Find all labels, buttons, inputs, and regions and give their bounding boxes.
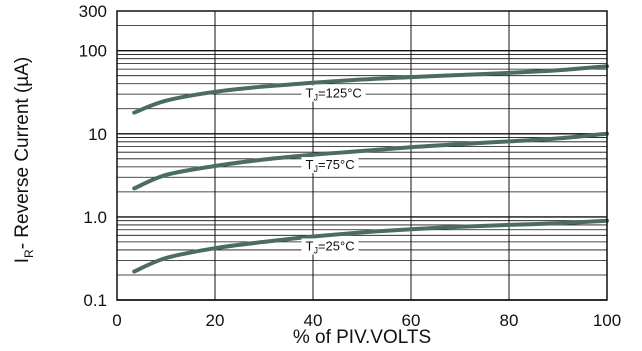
series-line	[132, 64, 609, 115]
x-tick-labels: 0 20 40 60 80 100	[112, 311, 621, 330]
plot-frame	[116, 10, 608, 301]
x-tick-label: 40	[304, 311, 323, 330]
y-axis-label-subscript: R	[22, 249, 36, 258]
y-tick-label: 300	[79, 2, 107, 21]
y-tick-label: 0.1	[83, 291, 107, 310]
y-tick-label: 1.0	[83, 208, 107, 227]
x-tick-label: 20	[206, 311, 225, 330]
x-tick-label: 80	[500, 311, 519, 330]
x-tick-label: 60	[402, 311, 421, 330]
curve-label-subscript: J	[313, 164, 318, 174]
curve-label-subscript: J	[313, 245, 318, 255]
curve-label-background	[301, 157, 359, 174]
y-axis-label-text: - Reverse Current (µA)	[12, 57, 33, 250]
y-tick-label: 100	[79, 42, 107, 61]
curve-label-symbol: T	[306, 238, 314, 253]
x-axis-label: % of PIV.VOLTS	[293, 327, 431, 348]
curve-label: TJ=75°C	[306, 157, 355, 174]
curve-label: TJ=25°C	[306, 238, 355, 255]
curve-label: TJ=125°C	[306, 85, 362, 102]
curve-label-background	[301, 85, 366, 102]
x-tick-label: 100	[593, 311, 621, 330]
curve-label-value: =25°C	[318, 238, 355, 253]
y-tick-label: 10	[88, 125, 107, 144]
y-axis-label: IR- Reverse Current (µA)	[12, 57, 36, 264]
y-tick-labels: 0.1 1.0 10 100 300	[79, 2, 107, 310]
series-line	[132, 218, 609, 274]
curve-label-value: =125°C	[318, 85, 362, 100]
curve-label-symbol: T	[306, 85, 314, 100]
grid-lines	[117, 10, 607, 301]
series-line	[132, 131, 609, 191]
curve-label-subscript: J	[313, 92, 318, 102]
curve-label-background	[301, 238, 359, 255]
curve-label-symbol: T	[306, 157, 314, 172]
curve-labels: TJ=125°CTJ=75°CTJ=25°C	[301, 85, 366, 255]
x-tick-label: 0	[112, 311, 121, 330]
curves	[132, 64, 609, 274]
curve-label-value: =75°C	[318, 157, 355, 172]
y-axis-label-symbol: I	[12, 258, 33, 263]
